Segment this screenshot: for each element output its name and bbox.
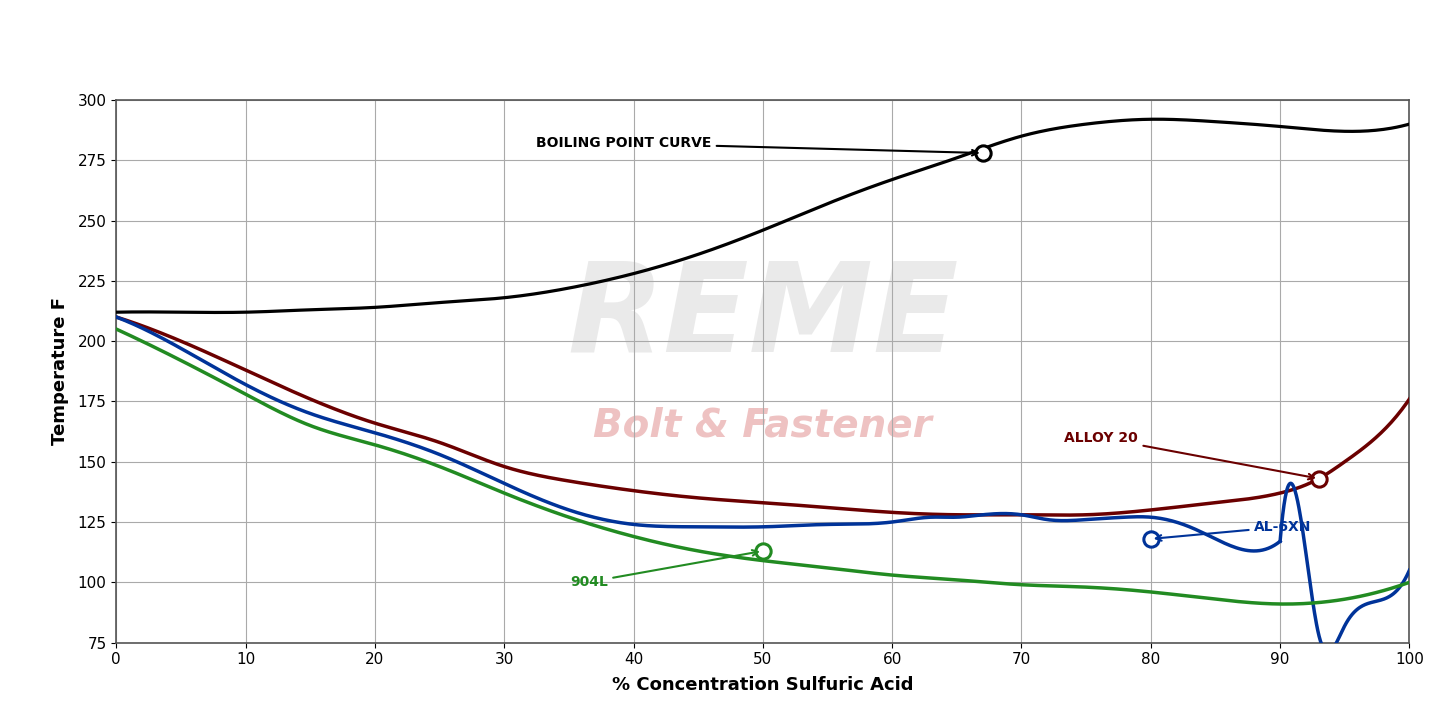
Text: REME: REME (567, 256, 959, 378)
Text: Bolt & Fastener: Bolt & Fastener (593, 406, 933, 445)
Text: 904L: 904L (570, 550, 758, 589)
X-axis label: % Concentration Sulfuric Acid: % Concentration Sulfuric Acid (612, 675, 914, 694)
Text: ALLOY 20: ALLOY 20 (1064, 431, 1314, 479)
Text: BOILING POINT CURVE: BOILING POINT CURVE (536, 136, 978, 156)
Text: AL-6XN: AL-6XN (1155, 520, 1312, 540)
Y-axis label: Temperature F: Temperature F (51, 297, 70, 446)
Text: SULFURIC ACID ISO-CORROSION CURVES – ALLOY 20, AL6XN, 904L: SULFURIC ACID ISO-CORROSION CURVES – ALL… (22, 31, 1004, 57)
